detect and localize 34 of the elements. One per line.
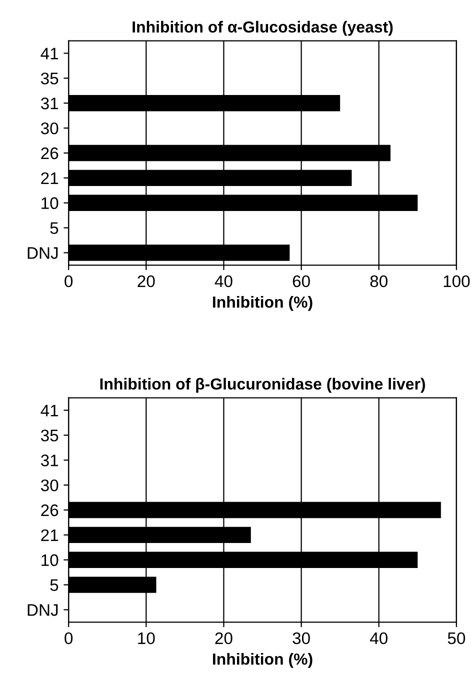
x-tick-label: 40 <box>214 275 232 288</box>
y-tick-label: 5 <box>50 222 58 234</box>
y-tick-label: DNJ <box>28 247 58 259</box>
y-tick-label: 21 <box>41 529 58 541</box>
y-tick-label: 10 <box>42 197 58 210</box>
y-tick-label: 30 <box>40 479 58 492</box>
y-tick-label: 30 <box>40 122 58 134</box>
y-tick-label: 41 <box>40 404 58 416</box>
x-tick-label: 100 <box>444 275 470 288</box>
x-tick-label: 40 <box>370 632 388 644</box>
y-tick-label: 21 <box>41 172 58 184</box>
x-axis-title: Inhibition (%) <box>213 653 312 668</box>
y-tick-label: 35 <box>40 72 58 84</box>
y-tick-label: 10 <box>42 554 58 566</box>
x-tick-label: 80 <box>370 275 388 288</box>
y-tick-label: 35 <box>40 430 58 442</box>
y-tick-label: 31 <box>40 98 58 110</box>
x-tick-label: 60 <box>292 275 310 288</box>
chart-title: Inhibition of β-Glucuronidase (bovine liver) <box>100 378 426 393</box>
x-tick-label: 10 <box>138 632 155 644</box>
x-tick-label: 50 <box>448 632 466 644</box>
x-tick-label: 30 <box>292 632 310 644</box>
y-tick-label: 26 <box>41 147 58 160</box>
chart-title: Inhibition of α-Glucosidase (yeast) <box>132 20 393 36</box>
x-tick-label: 0 <box>64 275 73 288</box>
y-tick-label: 31 <box>40 454 58 466</box>
y-tick-label: 41 <box>40 48 58 60</box>
y-tick-label: 5 <box>50 579 58 592</box>
x-tick-label: 0 <box>64 632 73 644</box>
x-tick-label: 20 <box>138 275 155 288</box>
y-tick-label: DNJ <box>28 604 58 616</box>
y-tick-label: 26 <box>41 504 58 516</box>
x-tick-label: 20 <box>215 632 232 644</box>
x-axis-title: Inhibition (%) <box>213 296 312 311</box>
